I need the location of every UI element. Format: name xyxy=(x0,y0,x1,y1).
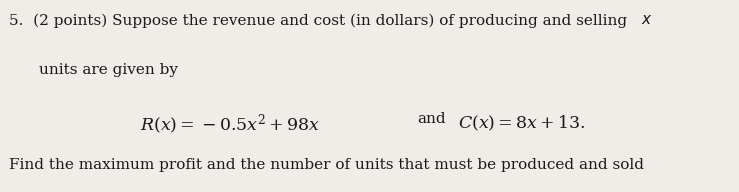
Text: and: and xyxy=(418,112,446,126)
Text: $x$: $x$ xyxy=(641,13,653,27)
Text: units are given by: units are given by xyxy=(39,63,178,77)
Text: Find the maximum profit and the number of units that must be produced and sold: Find the maximum profit and the number o… xyxy=(9,158,644,172)
Text: $R(x) = -0.5x^2 + 98x$: $R(x) = -0.5x^2 + 98x$ xyxy=(140,113,321,137)
Text: 5.  (2 points) Suppose the revenue and cost (in dollars) of producing and sellin: 5. (2 points) Suppose the revenue and co… xyxy=(9,13,632,28)
Text: $C(x) = 8x + 13.$: $C(x) = 8x + 13.$ xyxy=(458,113,586,132)
